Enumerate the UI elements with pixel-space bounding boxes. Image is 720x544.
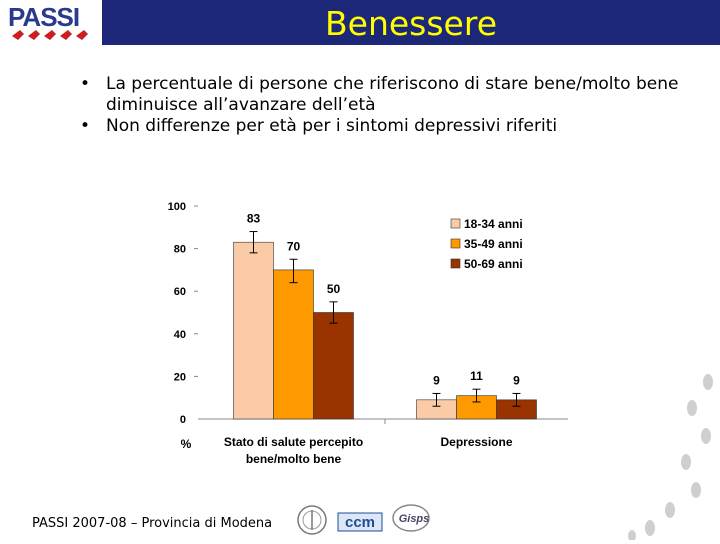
header-bar [102, 0, 720, 45]
footprints-decoration-icon [628, 374, 713, 540]
legend-swatch [450, 258, 461, 269]
gisps-logo-icon [392, 504, 430, 532]
data-label: 9 [433, 373, 440, 387]
bar-chart: 0 20 40 60 80 100% 83 70 50 Stato di salute perce… [168, 201, 568, 466]
legend-swatch [450, 238, 461, 249]
data-label: 83 [247, 212, 261, 226]
data-label: 50 [327, 282, 341, 296]
passi-logo: PASSI [6, 2, 101, 44]
y-tick-label: 60 [174, 286, 186, 298]
bar [273, 269, 314, 420]
x-category-label: Depressione [440, 435, 512, 449]
bullet-list: • La percentuale di persone che riferisco… [80, 74, 700, 137]
logo-figures-icon [12, 30, 88, 40]
gisps-logo-text: Gisps [399, 513, 430, 525]
data-label: 9 [513, 373, 520, 387]
ccm-logo-icon [337, 512, 383, 532]
bar [233, 241, 274, 420]
y-tick-label: 40 [174, 329, 186, 341]
data-label: 70 [287, 239, 301, 253]
partner-logos-graphic: ccm Gisps [297, 504, 430, 535]
bullet-item: • La percentuale di persone che riferisco… [80, 74, 700, 116]
bullet-dot-icon: • [80, 116, 91, 136]
bullet-item: • Non differenze per età per i sintomi de… [80, 116, 700, 137]
legend-swatch [450, 218, 461, 229]
x-category-label: Stato di salute percepito [224, 435, 363, 449]
bar [313, 312, 354, 420]
bullet-dot-icon: • [80, 74, 91, 94]
y-tick-label: 20 [174, 371, 186, 383]
y-tick-label: 0 [180, 414, 186, 426]
logo-text: PASSI [8, 2, 80, 32]
legend-label: 35-49 anni [464, 237, 523, 251]
page-title: Benessere [325, 4, 497, 43]
seal-logo-icon [297, 505, 327, 535]
y-axis-label: % [181, 437, 192, 451]
legend-label: 18-34 anni [464, 217, 523, 231]
y-tick-label: 80 [174, 244, 186, 256]
partner-logos: ccm Gisps [296, 500, 446, 540]
legend-label: 50-69 anni [464, 257, 523, 271]
x-category-label: bene/molto bene [246, 452, 342, 466]
ccm-logo-text: ccm [345, 514, 375, 531]
bullet-text: Non differenze per età per i sintomi dep… [106, 116, 558, 136]
footer-source: PASSI 2007-08 – Provincia di Modena [32, 516, 273, 531]
bullet-text: La percentuale di persone che riferiscon… [106, 74, 679, 115]
data-label: 11 [470, 369, 483, 383]
y-tick-label: 100 [168, 201, 186, 213]
